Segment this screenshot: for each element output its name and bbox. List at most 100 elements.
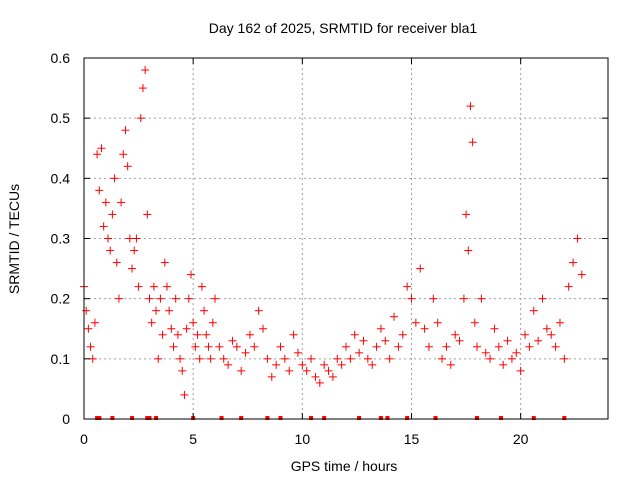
data-point — [245, 330, 254, 339]
data-point — [191, 342, 200, 351]
data-point — [101, 198, 110, 207]
data-point — [180, 390, 189, 399]
data-point — [464, 246, 473, 255]
data-point — [263, 354, 272, 363]
data-point — [411, 318, 420, 327]
data-point — [132, 234, 141, 243]
gap-marker — [145, 416, 150, 420]
data-point — [512, 348, 521, 357]
data-point — [468, 138, 477, 147]
data-point — [173, 330, 182, 339]
x-tick-labels: 0 5 10 15 20 — [80, 431, 529, 447]
y-tick-label: 0.1 — [51, 351, 71, 367]
y-tick-label: 0.3 — [51, 231, 71, 247]
data-point — [363, 354, 372, 363]
data-point — [577, 270, 586, 279]
data-point — [195, 354, 204, 363]
data-point — [241, 348, 250, 357]
data-point — [368, 360, 377, 369]
data-point — [193, 330, 202, 339]
y-tick-label: 0.4 — [51, 170, 71, 186]
gap-marker — [265, 416, 270, 420]
data-point — [272, 360, 281, 369]
data-point — [232, 342, 241, 351]
data-point — [289, 330, 298, 339]
data-point — [285, 366, 294, 375]
data-point — [407, 294, 416, 303]
data-point — [167, 324, 176, 333]
gap-marker — [97, 416, 102, 420]
data-point — [420, 324, 429, 333]
data-point — [128, 264, 137, 273]
data-point — [307, 354, 316, 363]
gap-marker — [357, 416, 362, 420]
y-tick-labels: 0 0.1 0.2 0.3 0.4 0.5 0.6 — [51, 50, 71, 427]
data-point — [208, 318, 217, 327]
data-point — [381, 336, 390, 345]
data-point — [184, 294, 193, 303]
gap-marker — [219, 416, 224, 420]
data-point — [490, 324, 499, 333]
data-point — [112, 258, 121, 267]
data-point — [165, 306, 174, 315]
data-point — [507, 354, 516, 363]
gap-marker — [378, 416, 383, 420]
gap-marker — [562, 416, 567, 420]
data-point — [547, 330, 556, 339]
gap-marker — [531, 416, 536, 420]
data-point — [503, 336, 512, 345]
data-point — [280, 354, 289, 363]
gap-markers — [95, 416, 567, 420]
data-point — [121, 126, 130, 135]
data-point — [200, 306, 209, 315]
data-point — [130, 246, 139, 255]
data-point — [372, 342, 381, 351]
x-tick-label: 0 — [80, 431, 88, 447]
data-point — [106, 246, 115, 255]
x-tick-label: 10 — [295, 431, 311, 447]
data-point — [123, 162, 132, 171]
data-point — [560, 354, 569, 363]
data-point — [99, 222, 108, 231]
gap-marker — [278, 416, 283, 420]
gap-marker — [110, 416, 115, 420]
data-point — [534, 336, 543, 345]
gap-marker — [95, 416, 100, 420]
data-point — [429, 294, 438, 303]
x-tick-label: 20 — [513, 431, 529, 447]
data-point — [311, 372, 320, 381]
data-point — [455, 336, 464, 345]
data-point — [481, 348, 490, 357]
data-point — [158, 330, 167, 339]
data-point — [337, 360, 346, 369]
data-point — [486, 354, 495, 363]
data-point — [110, 174, 119, 183]
data-point — [182, 324, 191, 333]
data-point — [186, 270, 195, 279]
data-point — [162, 282, 171, 291]
data-point — [154, 354, 163, 363]
data-point — [470, 318, 479, 327]
data-point — [104, 234, 113, 243]
x-tick-label: 15 — [404, 431, 420, 447]
data-point — [90, 318, 99, 327]
data-point — [355, 348, 364, 357]
data-point — [119, 150, 128, 159]
data-point — [424, 342, 433, 351]
data-point — [551, 342, 560, 351]
data-point — [108, 210, 117, 219]
data-point — [178, 366, 187, 375]
data-point — [451, 330, 460, 339]
data-point — [438, 354, 447, 363]
chart-title: Day 162 of 2025, SRMTID for receiver bla… — [209, 20, 478, 36]
y-axis-label: SRMTID / TECUs — [6, 184, 22, 294]
data-point — [494, 342, 503, 351]
data-point — [97, 144, 106, 153]
data-point — [390, 312, 399, 321]
data-point — [143, 210, 152, 219]
data-point — [542, 324, 551, 333]
data-point — [176, 354, 185, 363]
data-point — [134, 282, 143, 291]
data-point — [171, 294, 180, 303]
data-point — [499, 360, 508, 369]
